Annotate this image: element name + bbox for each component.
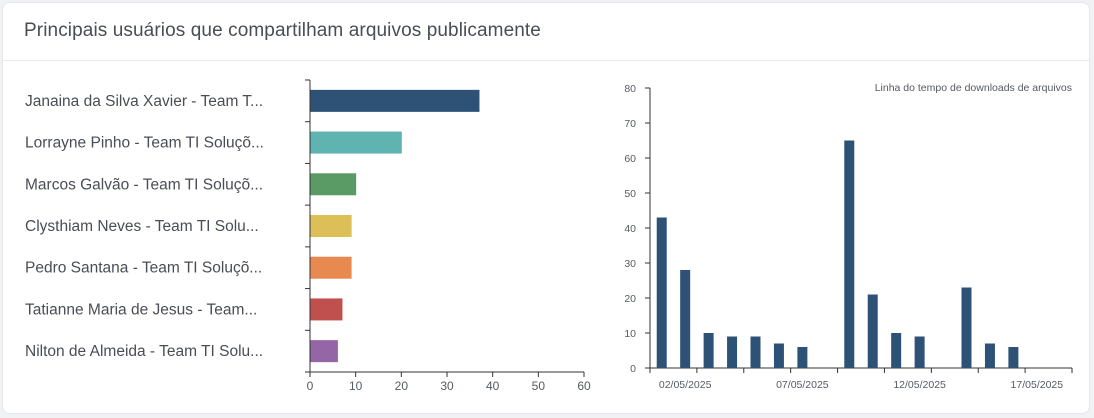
x-tick-label: 07/05/2025 — [776, 379, 829, 391]
x-tick-label: 0 — [307, 379, 314, 393]
bar[interactable] — [310, 131, 402, 154]
x-tick-label: 50 — [532, 379, 546, 393]
top-users-bar-chart: Janaina da Silva Xavier - Team T... Lorra… — [25, 79, 591, 393]
category-label: Clysthiam Neves - Team TI Solu... — [25, 218, 259, 235]
x-tick-label: 12/05/2025 — [893, 379, 946, 391]
bar[interactable] — [310, 173, 357, 196]
x-tick-label: 02/05/2025 — [659, 379, 712, 391]
bar[interactable] — [310, 215, 352, 237]
bar[interactable] — [891, 333, 902, 368]
bar[interactable] — [773, 343, 784, 369]
x-tick-label: 17/05/2025 — [1011, 379, 1064, 391]
bar[interactable] — [680, 270, 691, 368]
x-tick-label: 10 — [349, 379, 363, 393]
bar[interactable] — [914, 336, 925, 369]
bar[interactable] — [727, 336, 738, 369]
y-tick-label: 20 — [624, 293, 636, 305]
card-header: Principais usuários que compartilham arq… — [3, 3, 1089, 61]
bar[interactable] — [961, 287, 972, 369]
bar[interactable] — [984, 343, 995, 369]
x-tick-label: 40 — [486, 379, 500, 393]
bar[interactable] — [310, 340, 338, 363]
x-tick-label: 30 — [440, 379, 454, 393]
y-tick-label: 60 — [624, 153, 636, 165]
downloads-timeline-chart: Linha do tempo de downloads de arquivos 0… — [624, 82, 1073, 391]
x-tick-label: 20 — [395, 379, 409, 393]
card-title: Principais usuários que compartilham arq… — [24, 20, 541, 41]
category-label: Janaina da Silva Xavier - Team T... — [25, 93, 263, 110]
y-tick-label: 0 — [630, 363, 636, 375]
timeline-title: Linha do tempo de downloads de arquivos — [875, 82, 1072, 94]
category-label: Marcos Galvão - Team TI Soluçõ... — [25, 176, 263, 193]
y-tick-label: 50 — [624, 188, 636, 200]
category-label: Tatianne Maria de Jesus - Team... — [25, 301, 257, 318]
bar[interactable] — [797, 347, 808, 368]
bar[interactable] — [750, 336, 761, 369]
bar[interactable] — [703, 333, 714, 368]
bar[interactable] — [844, 140, 855, 369]
category-label: Lorrayne Pinho - Team TI Soluçõ... — [25, 135, 264, 152]
bar[interactable] — [310, 298, 343, 321]
category-label: Pedro Santana - Team TI Soluçõ... — [25, 260, 262, 277]
y-tick-label: 70 — [624, 118, 636, 130]
y-tick-label: 40 — [624, 223, 636, 235]
x-tick-label: 60 — [577, 379, 591, 393]
category-label: Nilton de Almeida - Team TI Solu... — [25, 343, 263, 360]
bar[interactable] — [656, 217, 667, 369]
bar[interactable] — [310, 256, 352, 279]
y-tick-label: 30 — [624, 258, 636, 270]
y-tick-label: 80 — [624, 83, 636, 95]
bar[interactable] — [310, 89, 480, 112]
bar[interactable] — [1008, 347, 1019, 368]
bar[interactable] — [867, 294, 878, 369]
y-tick-label: 10 — [624, 328, 636, 340]
